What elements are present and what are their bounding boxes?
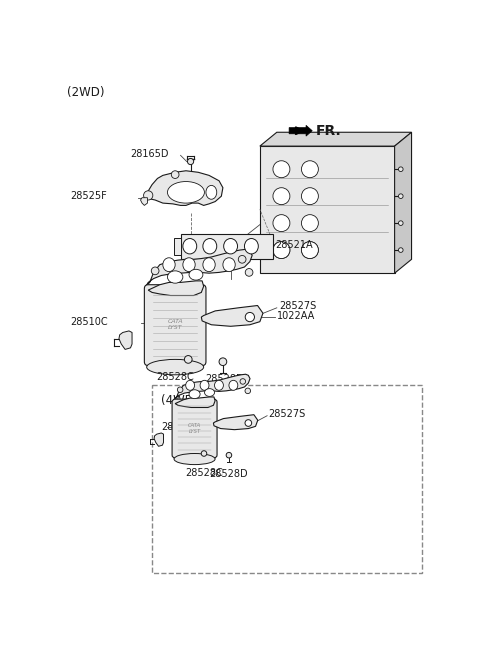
Circle shape bbox=[398, 194, 403, 199]
Text: CATA
LYST: CATA LYST bbox=[188, 423, 201, 434]
Text: 28528D: 28528D bbox=[205, 374, 244, 384]
Circle shape bbox=[245, 420, 252, 426]
Ellipse shape bbox=[168, 182, 204, 203]
Polygon shape bbox=[260, 146, 395, 273]
Text: 28527S: 28527S bbox=[279, 301, 316, 311]
Ellipse shape bbox=[203, 238, 217, 254]
Ellipse shape bbox=[244, 238, 258, 254]
Circle shape bbox=[398, 221, 403, 225]
Ellipse shape bbox=[301, 161, 318, 178]
Polygon shape bbox=[174, 238, 180, 255]
Text: 28528C: 28528C bbox=[156, 372, 194, 383]
Polygon shape bbox=[177, 403, 212, 409]
Text: 28525F: 28525F bbox=[71, 191, 107, 201]
Ellipse shape bbox=[273, 242, 290, 259]
Circle shape bbox=[184, 356, 192, 363]
Text: 28521A: 28521A bbox=[275, 240, 313, 249]
Ellipse shape bbox=[273, 161, 290, 178]
Circle shape bbox=[238, 255, 246, 263]
Circle shape bbox=[178, 387, 183, 392]
Text: (4WD): (4WD) bbox=[161, 394, 199, 407]
Circle shape bbox=[151, 267, 159, 275]
Ellipse shape bbox=[168, 271, 183, 283]
Ellipse shape bbox=[215, 380, 223, 390]
Ellipse shape bbox=[163, 258, 175, 272]
Circle shape bbox=[226, 453, 232, 458]
Polygon shape bbox=[395, 133, 411, 273]
Text: 28510C: 28510C bbox=[161, 422, 199, 432]
Polygon shape bbox=[289, 125, 312, 136]
Ellipse shape bbox=[273, 187, 290, 204]
Polygon shape bbox=[119, 331, 132, 349]
Circle shape bbox=[144, 191, 153, 200]
Polygon shape bbox=[175, 397, 215, 407]
Ellipse shape bbox=[189, 390, 200, 398]
Polygon shape bbox=[141, 198, 147, 206]
Text: 28165D: 28165D bbox=[131, 149, 169, 159]
Ellipse shape bbox=[204, 389, 215, 396]
Polygon shape bbox=[180, 234, 273, 259]
Polygon shape bbox=[151, 289, 200, 297]
Polygon shape bbox=[260, 133, 411, 146]
FancyBboxPatch shape bbox=[172, 399, 217, 458]
Ellipse shape bbox=[301, 242, 318, 259]
Ellipse shape bbox=[186, 380, 194, 390]
Circle shape bbox=[240, 379, 246, 384]
Ellipse shape bbox=[200, 380, 209, 390]
Ellipse shape bbox=[203, 258, 215, 272]
Polygon shape bbox=[201, 306, 263, 326]
Text: CATA
LYST: CATA LYST bbox=[168, 319, 183, 330]
Circle shape bbox=[398, 167, 403, 172]
Circle shape bbox=[188, 159, 193, 165]
Ellipse shape bbox=[223, 258, 235, 272]
Ellipse shape bbox=[224, 238, 238, 254]
Ellipse shape bbox=[206, 185, 217, 199]
Text: 28528C: 28528C bbox=[185, 468, 223, 478]
Polygon shape bbox=[214, 415, 258, 430]
Circle shape bbox=[171, 171, 179, 178]
Ellipse shape bbox=[229, 380, 238, 390]
Polygon shape bbox=[144, 171, 223, 206]
Text: 28527S: 28527S bbox=[269, 409, 306, 419]
Circle shape bbox=[245, 312, 254, 322]
Circle shape bbox=[245, 268, 253, 276]
Polygon shape bbox=[146, 249, 252, 286]
Ellipse shape bbox=[183, 258, 195, 272]
Circle shape bbox=[219, 358, 227, 366]
Ellipse shape bbox=[189, 269, 203, 280]
Ellipse shape bbox=[147, 359, 204, 375]
Text: 1022AA: 1022AA bbox=[277, 311, 315, 321]
Polygon shape bbox=[154, 433, 164, 446]
Polygon shape bbox=[173, 374, 250, 401]
Ellipse shape bbox=[273, 215, 290, 232]
FancyBboxPatch shape bbox=[144, 285, 206, 366]
Ellipse shape bbox=[174, 453, 215, 464]
Circle shape bbox=[245, 388, 251, 394]
Polygon shape bbox=[148, 281, 204, 296]
Text: (2WD): (2WD) bbox=[67, 86, 105, 99]
Circle shape bbox=[398, 247, 403, 252]
Text: 28528D: 28528D bbox=[210, 469, 248, 479]
Ellipse shape bbox=[273, 242, 290, 259]
Bar bbox=[152, 385, 421, 573]
Ellipse shape bbox=[183, 238, 197, 254]
Circle shape bbox=[201, 451, 207, 456]
Ellipse shape bbox=[301, 242, 318, 259]
Text: FR.: FR. bbox=[315, 123, 341, 138]
Text: 28510C: 28510C bbox=[71, 317, 108, 326]
Ellipse shape bbox=[301, 215, 318, 232]
Ellipse shape bbox=[301, 187, 318, 204]
